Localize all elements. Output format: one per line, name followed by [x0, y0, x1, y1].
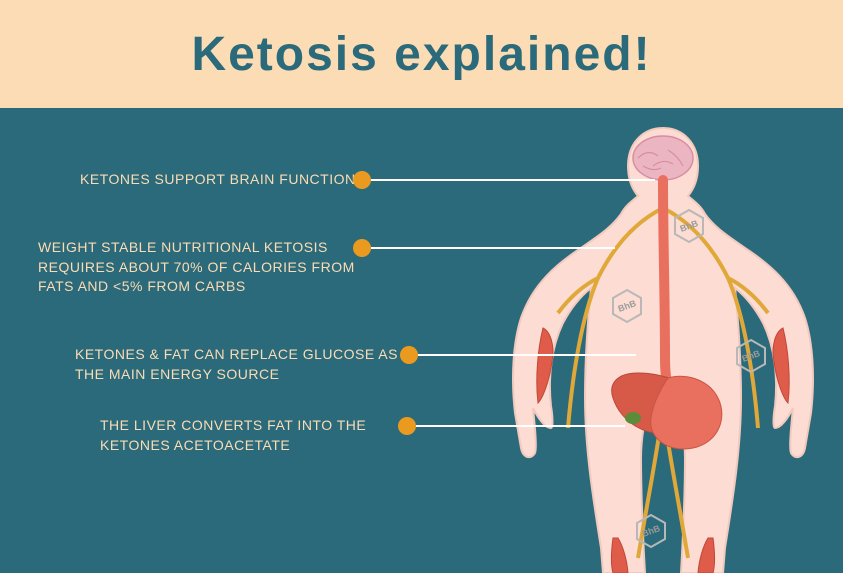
callout-energy: KETONES & FAT CAN REPLACE GLUCOSE AS THE…	[75, 345, 415, 384]
human-body-svg	[503, 118, 823, 573]
body-illustration: BhB BhB BhB BhB	[503, 118, 823, 573]
bhb-molecule-icon: BhB	[671, 208, 707, 244]
callout-text: KETONES & FAT CAN REPLACE GLUCOSE AS THE…	[75, 345, 415, 384]
main-diagram: BhB BhB BhB BhB KETONES SUPPORT BRAIN FU…	[0, 108, 843, 573]
callout-line	[371, 179, 655, 181]
callout-text: KETONES SUPPORT BRAIN FUNCTION	[80, 170, 356, 190]
bhb-molecule-icon: BhB	[733, 338, 769, 374]
page-title: Ketosis explained!	[191, 27, 651, 82]
callout-dot-icon	[400, 346, 418, 364]
callout-text: THE LIVER CONVERTS FAT INTO THE KETONES …	[100, 416, 440, 455]
callout-nutrition: WEIGHT STABLE NUTRITIONAL KETOSIS REQUIR…	[38, 238, 378, 297]
callout-brain: KETONES SUPPORT BRAIN FUNCTION	[80, 170, 356, 190]
callout-line	[418, 354, 636, 356]
callout-dot-icon	[353, 171, 371, 189]
bhb-molecule-icon: BhB	[633, 513, 669, 549]
header: Ketosis explained!	[0, 0, 843, 108]
bhb-molecule-icon: BhB	[609, 288, 645, 324]
callout-line	[416, 425, 625, 427]
callout-dot-icon	[398, 417, 416, 435]
callout-text: WEIGHT STABLE NUTRITIONAL KETOSIS REQUIR…	[38, 238, 378, 297]
callout-dot-icon	[353, 239, 371, 257]
callout-liver: THE LIVER CONVERTS FAT INTO THE KETONES …	[100, 416, 440, 455]
callout-line	[371, 247, 615, 249]
